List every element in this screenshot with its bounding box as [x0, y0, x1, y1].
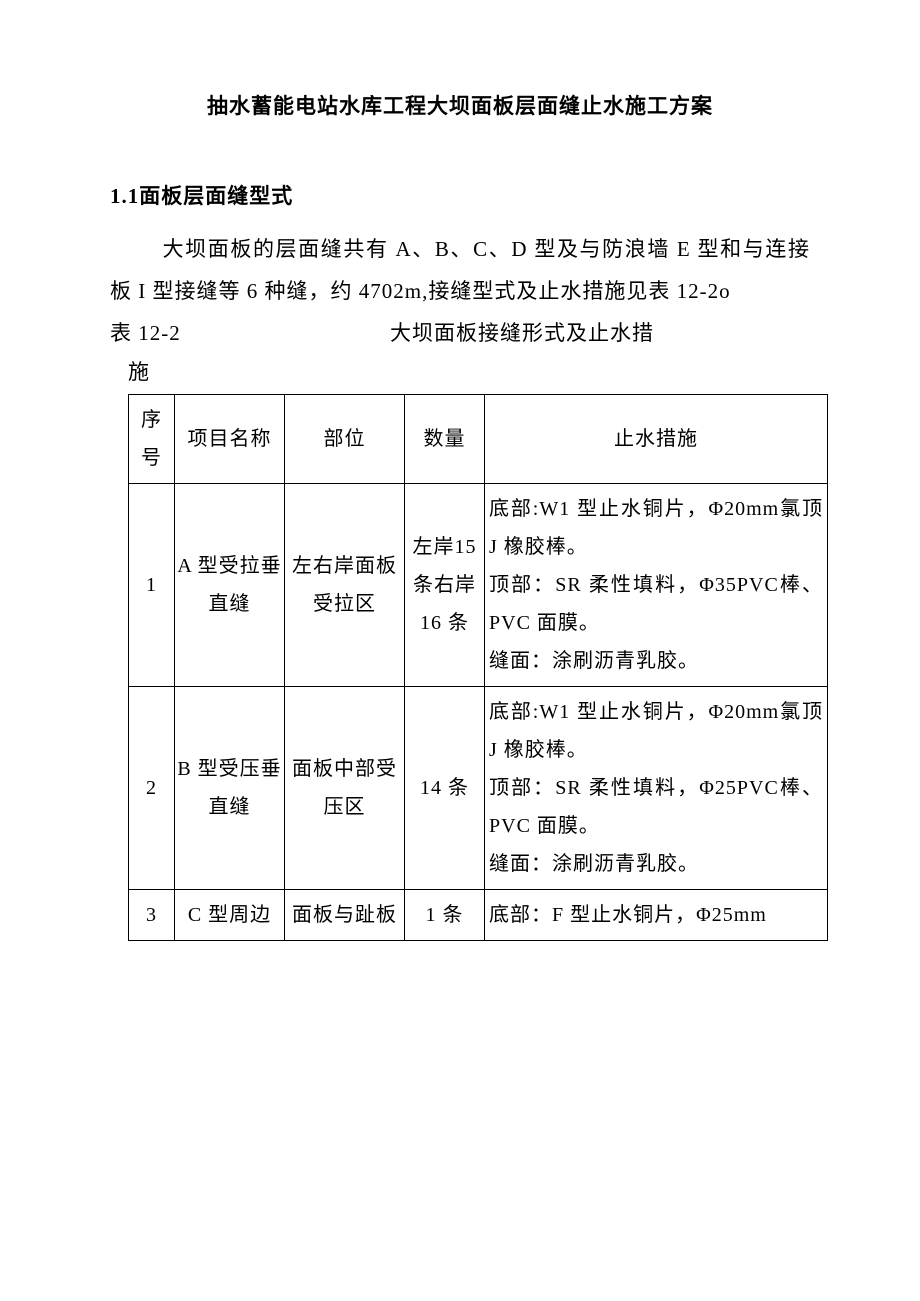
- table-caption-right: 大坝面板接缝形式及止水措: [390, 312, 654, 354]
- waterstop-table: 序号 项目名称 部位 数量 止水措施 1 A 型受拉垂直缝 左右岸面板受拉区 左…: [128, 394, 828, 941]
- table-row: 3 C 型周边 面板与趾板 1 条 底部：F 型止水铜片，Φ25mm: [129, 889, 828, 940]
- cell-seq: 1: [129, 483, 175, 686]
- col-header-part: 部位: [285, 394, 405, 483]
- table-caption-continuation: 施: [128, 354, 810, 392]
- cell-qty: 1 条: [405, 889, 485, 940]
- table-header-row: 序号 项目名称 部位 数量 止水措施: [129, 394, 828, 483]
- cell-name: C 型周边: [175, 889, 285, 940]
- cell-name: A 型受拉垂直缝: [175, 483, 285, 686]
- cell-measure: 底部:W1 型止水铜片，Φ20mm氯顶 J 橡胶棒。顶部：SR 柔性填料，Φ25…: [485, 686, 828, 889]
- cell-name: B 型受压垂直缝: [175, 686, 285, 889]
- table-caption-row: 表 12-2 大坝面板接缝形式及止水措: [110, 312, 810, 354]
- cell-qty: 14 条: [405, 686, 485, 889]
- cell-part: 面板中部受压区: [285, 686, 405, 889]
- cell-seq: 2: [129, 686, 175, 889]
- document-title: 抽水蓄能电站水库工程大坝面板层面缝止水施工方案: [110, 90, 810, 120]
- table-row: 2 B 型受压垂直缝 面板中部受压区 14 条 底部:W1 型止水铜片，Φ20m…: [129, 686, 828, 889]
- section-heading: 1.1面板层面缝型式: [110, 180, 810, 210]
- col-header-name: 项目名称: [175, 394, 285, 483]
- col-header-qty: 数量: [405, 394, 485, 483]
- col-header-measure: 止水措施: [485, 394, 828, 483]
- cell-seq: 3: [129, 889, 175, 940]
- cell-part: 左右岸面板受拉区: [285, 483, 405, 686]
- cell-measure: 底部:W1 型止水铜片，Φ20mm氯顶 J 橡胶棒。顶部：SR 柔性填料，Φ35…: [485, 483, 828, 686]
- table-body: 1 A 型受拉垂直缝 左右岸面板受拉区 左岸15 条右岸16 条 底部:W1 型…: [129, 483, 828, 940]
- cell-measure: 底部：F 型止水铜片，Φ25mm: [485, 889, 828, 940]
- cell-qty: 左岸15 条右岸16 条: [405, 483, 485, 686]
- paragraph-1: 大坝面板的层面缝共有 A、B、C、D 型及与防浪墙 E 型和与连接板 I 型接缝…: [110, 228, 810, 312]
- table-caption-left: 表 12-2: [110, 312, 390, 354]
- table-row: 1 A 型受拉垂直缝 左右岸面板受拉区 左岸15 条右岸16 条 底部:W1 型…: [129, 483, 828, 686]
- cell-part: 面板与趾板: [285, 889, 405, 940]
- col-header-seq: 序号: [129, 394, 175, 483]
